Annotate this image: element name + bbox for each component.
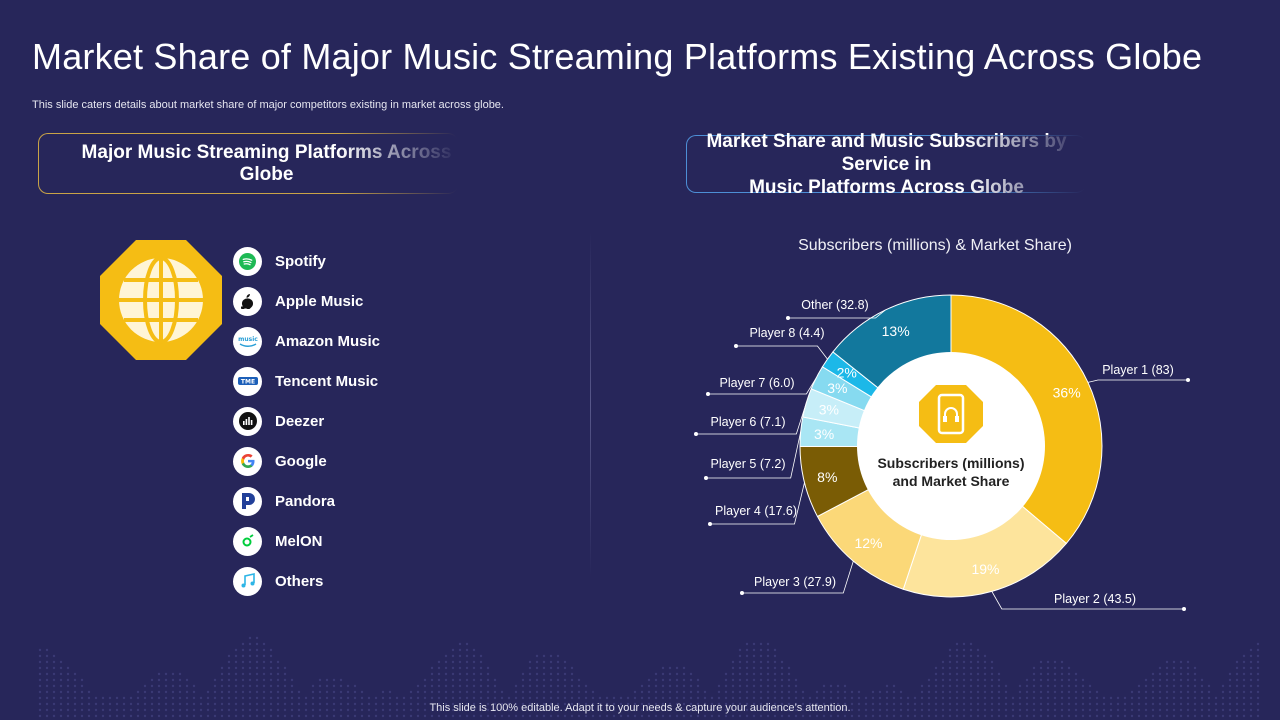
music-note-icon <box>233 566 262 596</box>
leader-line <box>991 591 1184 610</box>
deezer-icon <box>233 406 262 436</box>
slice-name-label: Player 4 (17.6) <box>715 504 797 518</box>
slice-percent-label: 36% <box>1053 384 1081 400</box>
slide-subtitle: This slide caters details about market s… <box>32 99 504 111</box>
platform-label: Deezer <box>275 412 325 430</box>
donut-chart: 36%19%12%8%3%3%3%2%13% Player 1 (83)Play… <box>694 294 1190 611</box>
slice-percent-label: 8% <box>817 469 837 485</box>
platform-label: Others <box>275 572 324 590</box>
platform-label: MelON <box>275 532 323 550</box>
slide-title: Market Share of Major Music Streaming Pl… <box>32 36 1203 77</box>
slice-percent-label: 3% <box>819 401 839 417</box>
melon-icon <box>233 526 262 556</box>
platform-label: Google <box>275 452 327 470</box>
leader-line <box>742 561 854 594</box>
donut-hole <box>857 352 1045 540</box>
amazon-music-icon: music <box>233 326 262 356</box>
platform-item-tencent-music: TME Tencent Music <box>233 361 380 401</box>
apple-icon <box>233 286 262 316</box>
leader-line <box>706 431 802 479</box>
platform-list: Spotify Apple Music music Amazon Music T… <box>233 241 380 601</box>
platform-item-spotify: Spotify <box>233 241 380 281</box>
globe-icon <box>100 240 222 360</box>
slice-name-label: Other (32.8) <box>801 298 868 312</box>
spotify-icon <box>233 246 262 276</box>
tencent-music-icon: TME <box>233 366 262 396</box>
center-label-line2: and Market Share <box>893 473 1010 489</box>
slice-name-label: Player 8 (4.4) <box>749 326 824 340</box>
google-icon <box>233 446 262 476</box>
platform-item-pandora: Pandora <box>233 481 380 521</box>
right-panel-heading-line1: Market Share and Music Subscribers by Se… <box>706 130 1067 175</box>
leader-line <box>1087 379 1188 383</box>
leader-line <box>736 345 828 360</box>
leader-dot <box>1182 607 1186 611</box>
slice-name-label: Player 2 (43.5) <box>1054 592 1136 606</box>
slice-name-label: Player 7 (6.0) <box>719 376 794 390</box>
leader-dot <box>694 432 698 436</box>
platform-item-deezer: Deezer <box>233 401 380 441</box>
leader-line <box>788 309 886 319</box>
platform-label: Pandora <box>275 492 336 510</box>
right-panel-heading: Market Share and Music Subscribers by Se… <box>686 131 1086 198</box>
svg-text:TME: TME <box>240 379 254 386</box>
left-panel-heading-text: Major Music Streaming Platforms Across G… <box>81 141 452 185</box>
platform-item-google: Google <box>233 441 380 481</box>
leader-dot <box>706 392 710 396</box>
platform-label: Spotify <box>275 252 326 270</box>
pandora-icon <box>233 486 262 516</box>
leader-dot <box>734 344 738 348</box>
slice-percent-label: 12% <box>854 535 882 551</box>
right-panel-heading-line2: Music Platforms Across Globe <box>749 176 1024 198</box>
globe-badge <box>100 240 222 360</box>
platform-item-melon: MelON <box>233 521 380 561</box>
leader-dot <box>708 522 712 526</box>
leader-dot <box>740 591 744 595</box>
slice-name-label: Player 3 (27.9) <box>754 575 836 589</box>
panel-divider <box>590 232 591 577</box>
slice-percent-label: 13% <box>882 323 910 339</box>
slice-percent-label: 3% <box>814 426 834 442</box>
leader-line <box>710 482 805 525</box>
platform-label: Tencent Music <box>275 372 379 390</box>
platform-label: Amazon Music <box>275 332 381 350</box>
slice-percent-label: 2% <box>837 365 857 381</box>
slice-percent-label: 3% <box>827 380 847 396</box>
platform-label: Apple Music <box>275 292 364 310</box>
leader-dot <box>786 316 790 320</box>
slice-name-label: Player 1 (83) <box>1102 363 1174 377</box>
slice-name-label: Player 5 (7.2) <box>710 457 785 471</box>
svg-text:music: music <box>238 336 258 343</box>
leader-line <box>708 377 817 395</box>
left-panel-heading: Major Music Streaming Platforms Across G… <box>38 133 458 194</box>
slice-name-label: Player 6 (7.1) <box>710 415 785 429</box>
leader-dot <box>704 476 708 480</box>
platform-item-apple-music: Apple Music <box>233 281 380 321</box>
headphone-phone-icon <box>919 385 983 443</box>
slide-footer: This slide is 100% editable. Adapt it to… <box>429 702 851 714</box>
center-label-line1: Subscribers (millions) <box>877 455 1024 471</box>
platform-item-amazon-music: music Amazon Music <box>233 321 380 361</box>
slice-percent-label: 19% <box>971 561 999 577</box>
platform-item-others: Others <box>233 561 380 601</box>
leader-dot <box>1186 378 1190 382</box>
leader-line <box>696 402 807 435</box>
equalizer-decoration <box>38 636 1260 718</box>
chart-caption: Subscribers (millions) & Market Share) <box>798 237 1072 254</box>
